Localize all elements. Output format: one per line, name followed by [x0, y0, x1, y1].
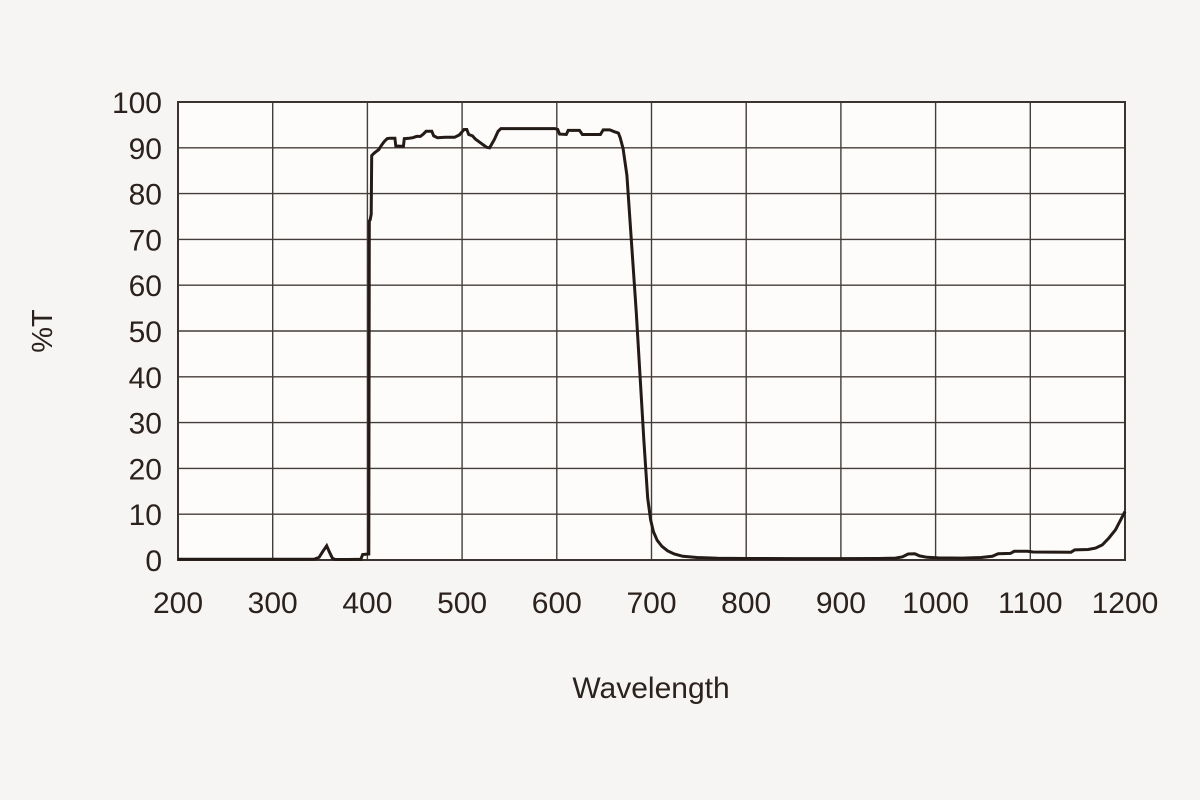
y-tick-label: 30	[129, 408, 162, 441]
y-tick-label: 40	[129, 362, 162, 395]
y-tick-label: 80	[129, 179, 162, 212]
y-tick-label: 10	[129, 499, 162, 532]
x-tick-label: 700	[626, 587, 676, 620]
plot-border	[177, 101, 1126, 561]
x-tick-label: 400	[342, 587, 392, 620]
y-tick-label: 90	[129, 133, 162, 166]
x-tick-label: 800	[721, 587, 771, 620]
x-tick-label: 1100	[998, 587, 1063, 620]
x-tick-label: 600	[532, 587, 582, 620]
x-tick-label: 500	[437, 587, 487, 620]
x-tick-label: 900	[816, 587, 866, 620]
y-tick-label: 20	[129, 453, 162, 486]
y-tick-label: 100	[112, 87, 162, 120]
transmittance-curve	[178, 127, 1127, 561]
x-axis-tick-labels: 200 300 400 500 600 700 800 900 1000 1100 1200	[153, 587, 1158, 620]
x-tick-label: 1200	[1092, 587, 1159, 620]
y-tick-label: 50	[129, 316, 162, 349]
x-tick-label: 1000	[902, 587, 969, 620]
y-tick-label: 60	[129, 270, 162, 303]
y-axis-title: %T	[27, 309, 59, 353]
y-axis-tick-labels: 0 10 20 30 40 50 60 70 80 90 100	[112, 87, 162, 578]
y-tick-label: 70	[129, 224, 162, 257]
y-tick-label: 0	[145, 545, 162, 578]
x-tick-label: 200	[153, 587, 203, 620]
x-tick-label: 300	[248, 587, 298, 620]
x-axis-title: Wavelength	[572, 672, 729, 705]
